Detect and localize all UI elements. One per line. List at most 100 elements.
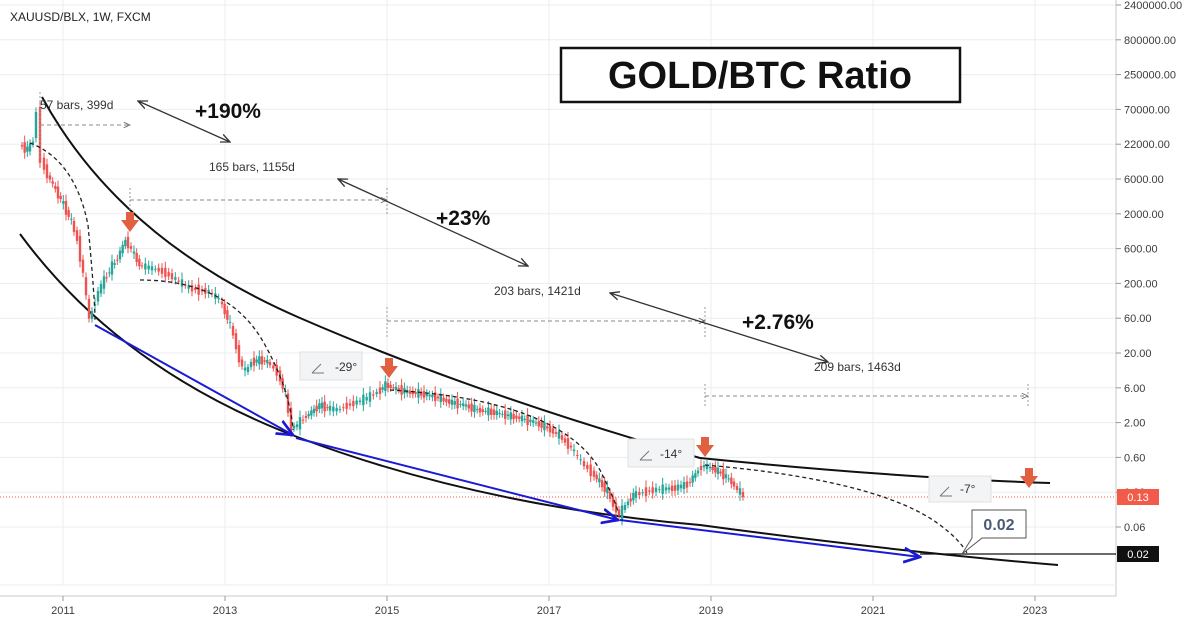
candle-body [23,142,26,153]
candle-body [534,422,538,424]
candle-body [611,496,615,507]
candle-body [45,164,49,179]
svg-text:-7°: -7° [960,482,976,496]
candle-body [586,464,589,470]
candle-body [702,465,706,468]
candle-body [275,365,278,376]
candle-body [641,492,644,494]
price-tick-label: 20.00 [1124,348,1152,360]
candle-body [470,403,473,412]
candle-body [730,477,733,485]
candle-body [694,473,697,479]
candle-body [170,273,174,280]
percent-label-1: +190% [195,100,261,123]
candle-body [258,356,261,365]
candle-body [682,482,686,489]
candle-body [741,491,745,498]
candle-body [651,487,654,494]
candle-body [664,487,668,491]
candle-body [600,480,604,488]
candle-body [234,333,238,350]
candle-body [397,388,400,391]
candle-body [48,175,52,180]
projection-curve-1 [29,142,96,321]
candle-body [714,466,717,473]
price-tick-label: 600.00 [1124,244,1158,256]
time-tick-label: 2011 [51,605,75,617]
candle-body [51,181,54,184]
candle-body [620,505,624,520]
candle-body [263,360,266,362]
svg-text:GOLD/BTC Ratio: GOLD/BTC Ratio [608,55,912,97]
candle-body [431,394,434,398]
candle-body [96,291,100,302]
candle-body [626,501,630,506]
candle-body [560,435,564,440]
candle-body [56,186,60,199]
candle-body [62,201,65,204]
projection-curve-4 [704,464,968,554]
candle-body [551,428,555,434]
candle-body [118,250,122,260]
percent-label-3: +2.76% [742,311,814,334]
candle-body [312,408,316,413]
candle-body [504,410,507,419]
candle-body [439,394,442,403]
diag-arrow-3 [610,293,828,362]
support-arrow-1 [94,324,293,435]
candle-body [304,415,308,419]
candle-body [34,111,38,139]
candle-body [654,487,658,492]
candle-body [190,285,194,292]
candle-body [228,321,232,323]
symbol-label: XAUUSD/BLX, 1W, FXCM [10,10,151,24]
candle-body [84,277,88,296]
candle-body [292,425,296,429]
candle-body [31,141,35,144]
support-arrow-2 [295,437,618,520]
candle-body [598,478,601,483]
candle-body [688,482,692,484]
candle-body [392,387,395,389]
candle-body [64,200,68,215]
candle-body [529,419,532,423]
candle-body [417,389,420,398]
candle-body [81,259,85,273]
candle-body [116,259,119,261]
candle-body [589,464,592,477]
candle-body [648,490,651,492]
candle-body [298,417,302,430]
price-tick-label: 2000.00 [1124,209,1164,221]
candle-body [708,466,712,469]
candle-body [126,236,130,249]
candle-body [579,459,582,461]
candle-body [240,359,244,367]
candle-body [243,367,247,371]
candle-body [72,220,76,233]
candle-body [160,267,164,274]
svg-text:-14°: -14° [660,447,682,461]
measure-label-2: 165 bars, 1155d [209,160,295,174]
candle-body [506,414,510,417]
candle-body [372,394,375,396]
candle-body [526,414,529,426]
angle-box-2: -14° [627,438,695,468]
candle-body [456,398,459,409]
candle-body [459,403,462,405]
candle-body [735,486,739,490]
candle-body [569,445,573,448]
candle-body [543,422,546,431]
candle-body [237,345,241,363]
candle-body [217,298,220,300]
candle-body [338,409,342,411]
candle-body [661,484,664,494]
candle-body [673,485,677,491]
candle-body [623,504,627,511]
candle-body [520,415,524,422]
percent-label-2: +23% [436,207,491,230]
candle-body [332,406,335,412]
candle-body [685,481,689,488]
candle-body [113,263,116,265]
candle-body [453,401,456,405]
